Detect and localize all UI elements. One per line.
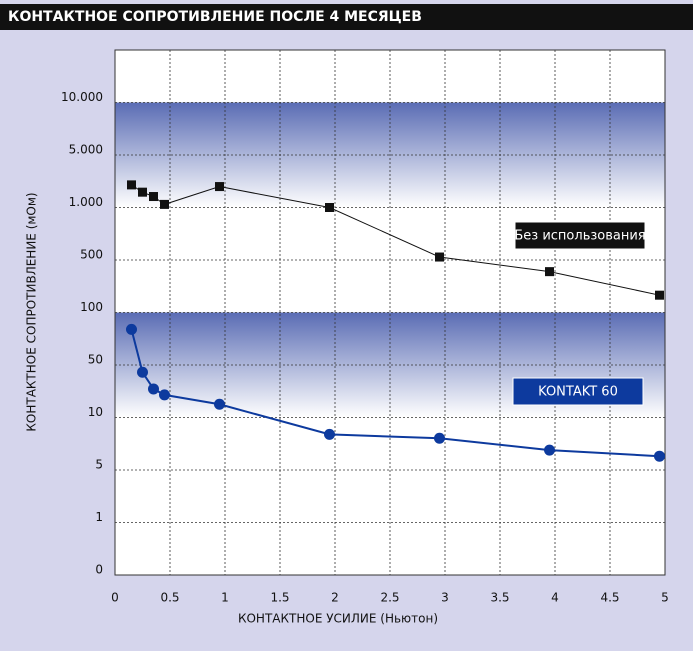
y-axis-label: КОНТАКТНОЕ СОПРОТИВЛЕНИЕ (мОм) [25, 192, 39, 431]
y-tick-label: 500 [80, 248, 103, 262]
x-axis-label: КОНТАКТНОЕ УСИЛИЕ (Ньютон) [238, 612, 438, 626]
legend-label: KONTAKT 60 [538, 385, 618, 400]
y-tick-label: 10 [88, 405, 103, 419]
marker [325, 203, 334, 212]
y-tick-label: 50 [88, 353, 103, 367]
legend-box [514, 221, 646, 250]
y-tick-label: 5 [95, 458, 103, 472]
marker [148, 383, 159, 395]
marker [655, 290, 664, 300]
marker [159, 389, 170, 401]
x-tick-label: 2.5 [380, 591, 399, 605]
x-tick-label: 2 [331, 591, 339, 605]
marker [434, 432, 445, 444]
marker [544, 444, 555, 456]
marker [138, 187, 147, 197]
y-tick-label: 100 [80, 300, 103, 314]
marker [149, 192, 158, 202]
x-tick-label: 0.5 [160, 591, 179, 605]
marker [654, 450, 665, 462]
y-tick-label: 0 [95, 563, 103, 577]
y-tick-label: 10.000 [61, 90, 103, 104]
x-tick-label: 4.5 [600, 591, 619, 605]
legend-box [512, 377, 644, 406]
marker [127, 180, 136, 190]
x-tick-label: 4 [551, 591, 559, 605]
marker [324, 428, 335, 440]
marker [137, 366, 148, 378]
y-tick-label: 5.000 [69, 143, 103, 157]
marker [435, 252, 444, 262]
legend-label: Без использования [514, 229, 645, 244]
marker [160, 199, 169, 209]
x-tick-label: 0 [111, 591, 119, 605]
x-tick-label: 1.5 [270, 591, 289, 605]
x-tick-label: 5 [661, 591, 669, 605]
x-tick-label: 1 [221, 591, 229, 605]
marker [214, 398, 225, 410]
x-tick-label: 3.5 [490, 591, 509, 605]
y-tick-label: 1.000 [69, 195, 103, 209]
chart-title: КОНТАКТНОЕ СОПРОТИВЛЕНИЕ ПОСЛЕ 4 МЕСЯЦЕВ [8, 9, 422, 25]
marker [215, 182, 224, 192]
plot-border [114, 49, 666, 576]
y-tick-label: 1 [95, 510, 103, 524]
title-bar [0, 4, 693, 30]
marker [545, 267, 554, 277]
x-tick-label: 3 [441, 591, 449, 605]
marker [126, 323, 137, 335]
